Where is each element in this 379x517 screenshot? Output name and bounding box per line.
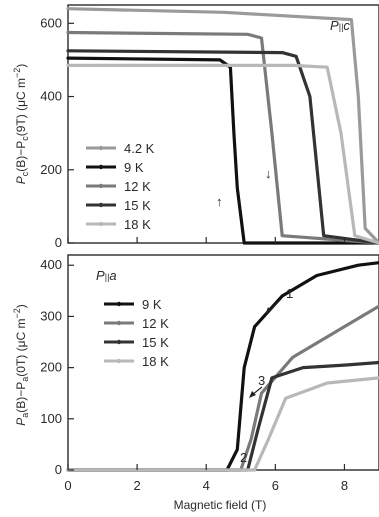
x-tick-label: 0	[64, 478, 71, 493]
panel-bottom-curves	[66, 261, 379, 472]
legend-marker	[98, 183, 104, 189]
x-tick-label: 4	[203, 478, 210, 493]
panel-bottom-ylabel: Pa(B)−Pa(0T) (μC m−2)	[12, 304, 30, 426]
panel-bottom-legend: 9 K 12 K 15 K 18 K	[104, 297, 169, 369]
legend-label: 15 K	[142, 335, 169, 350]
legend-label: 12 K	[124, 179, 151, 194]
legend-marker	[98, 164, 104, 170]
legend-label: 9 K	[142, 297, 162, 312]
panel-top-y-tick-label: 200	[40, 162, 62, 177]
x-tick-label: 2	[133, 478, 140, 493]
panel-top-series-9k	[66, 56, 379, 245]
panel-top-frame	[67, 4, 379, 244]
panel-top-y-ticks: 0 200 400 600	[40, 15, 74, 250]
panel-bottom-series-18k	[66, 376, 379, 472]
panel-bottom-label: P||a	[96, 268, 117, 283]
legend-label: 9 K	[124, 160, 144, 175]
panel-top-y-tick-label: 400	[40, 89, 62, 104]
panel-top-label: P||c	[330, 18, 350, 33]
panel-bottom-y-tick-label: 200	[40, 360, 62, 375]
panel-bottom-annot-3: 3	[258, 373, 265, 388]
panel-bottom-y-tick-label: 100	[40, 411, 62, 426]
panel-bottom-series-9k	[66, 261, 379, 472]
x-tick-label: 6	[272, 478, 279, 493]
panel-bottom-series-15k	[66, 360, 379, 472]
x-tick-label: 8	[341, 478, 348, 493]
panel-top-curves	[66, 7, 379, 245]
panel-top-series-18k	[66, 63, 379, 245]
panel-bottom-y-ticks: 0 100 200 300 400	[40, 257, 74, 477]
x-axis-ticks: 0 2 4 6 8	[64, 237, 348, 493]
panel-bottom-annot-1: 1	[286, 286, 293, 301]
legend-label: 15 K	[124, 198, 151, 213]
legend-marker	[98, 221, 104, 227]
panel-bottom-series-12k	[66, 304, 379, 472]
panel-top-series-12k	[66, 30, 379, 245]
legend-marker	[98, 145, 104, 151]
legend-label: 12 K	[142, 316, 169, 331]
legend-marker	[98, 202, 104, 208]
panel-top-arrow-up: ↑	[216, 194, 223, 209]
panel-bottom-y-tick-label: 300	[40, 308, 62, 323]
legend-marker	[116, 358, 122, 364]
panel-top-series-15k	[66, 49, 379, 245]
x-axis-label: Magnetic field (T)	[174, 498, 267, 512]
legend-marker	[116, 301, 122, 307]
panel-bottom-y-tick-label: 0	[55, 462, 62, 477]
panel-top: 0 200 400 600 P||c ↑ ↓ 4.2 K 9 K 12 K 15 K 18 K…	[12, 4, 379, 250]
panel-bottom-arrowhead-1	[265, 307, 271, 315]
legend-label: 18 K	[142, 354, 169, 369]
legend-marker	[116, 320, 122, 326]
panel-top-y-tick-label: 0	[55, 235, 62, 250]
legend-label: 18 K	[124, 217, 151, 232]
panel-top-legend: 4.2 K 9 K 12 K 15 K 18 K	[86, 141, 155, 232]
legend-marker	[116, 339, 122, 345]
panel-top-arrow-down: ↓	[265, 166, 272, 181]
panel-bottom-y-tick-label: 400	[40, 257, 62, 272]
legend-label: 4.2 K	[124, 141, 155, 156]
panel-bottom-arrowhead-3	[249, 391, 256, 398]
panel-bottom-annot-2: 2	[240, 450, 247, 465]
panel-top-y-tick-label: 600	[40, 15, 62, 30]
panel-top-ylabel: Pc(B)−Pc(9T) (μC m−2)	[12, 64, 30, 185]
panel-bottom: 0 100 200 300 400 P||a 1 2 3 9 K 12 K 15 K 18 K…	[12, 254, 379, 477]
panel-top-series-4.2k	[66, 7, 379, 245]
